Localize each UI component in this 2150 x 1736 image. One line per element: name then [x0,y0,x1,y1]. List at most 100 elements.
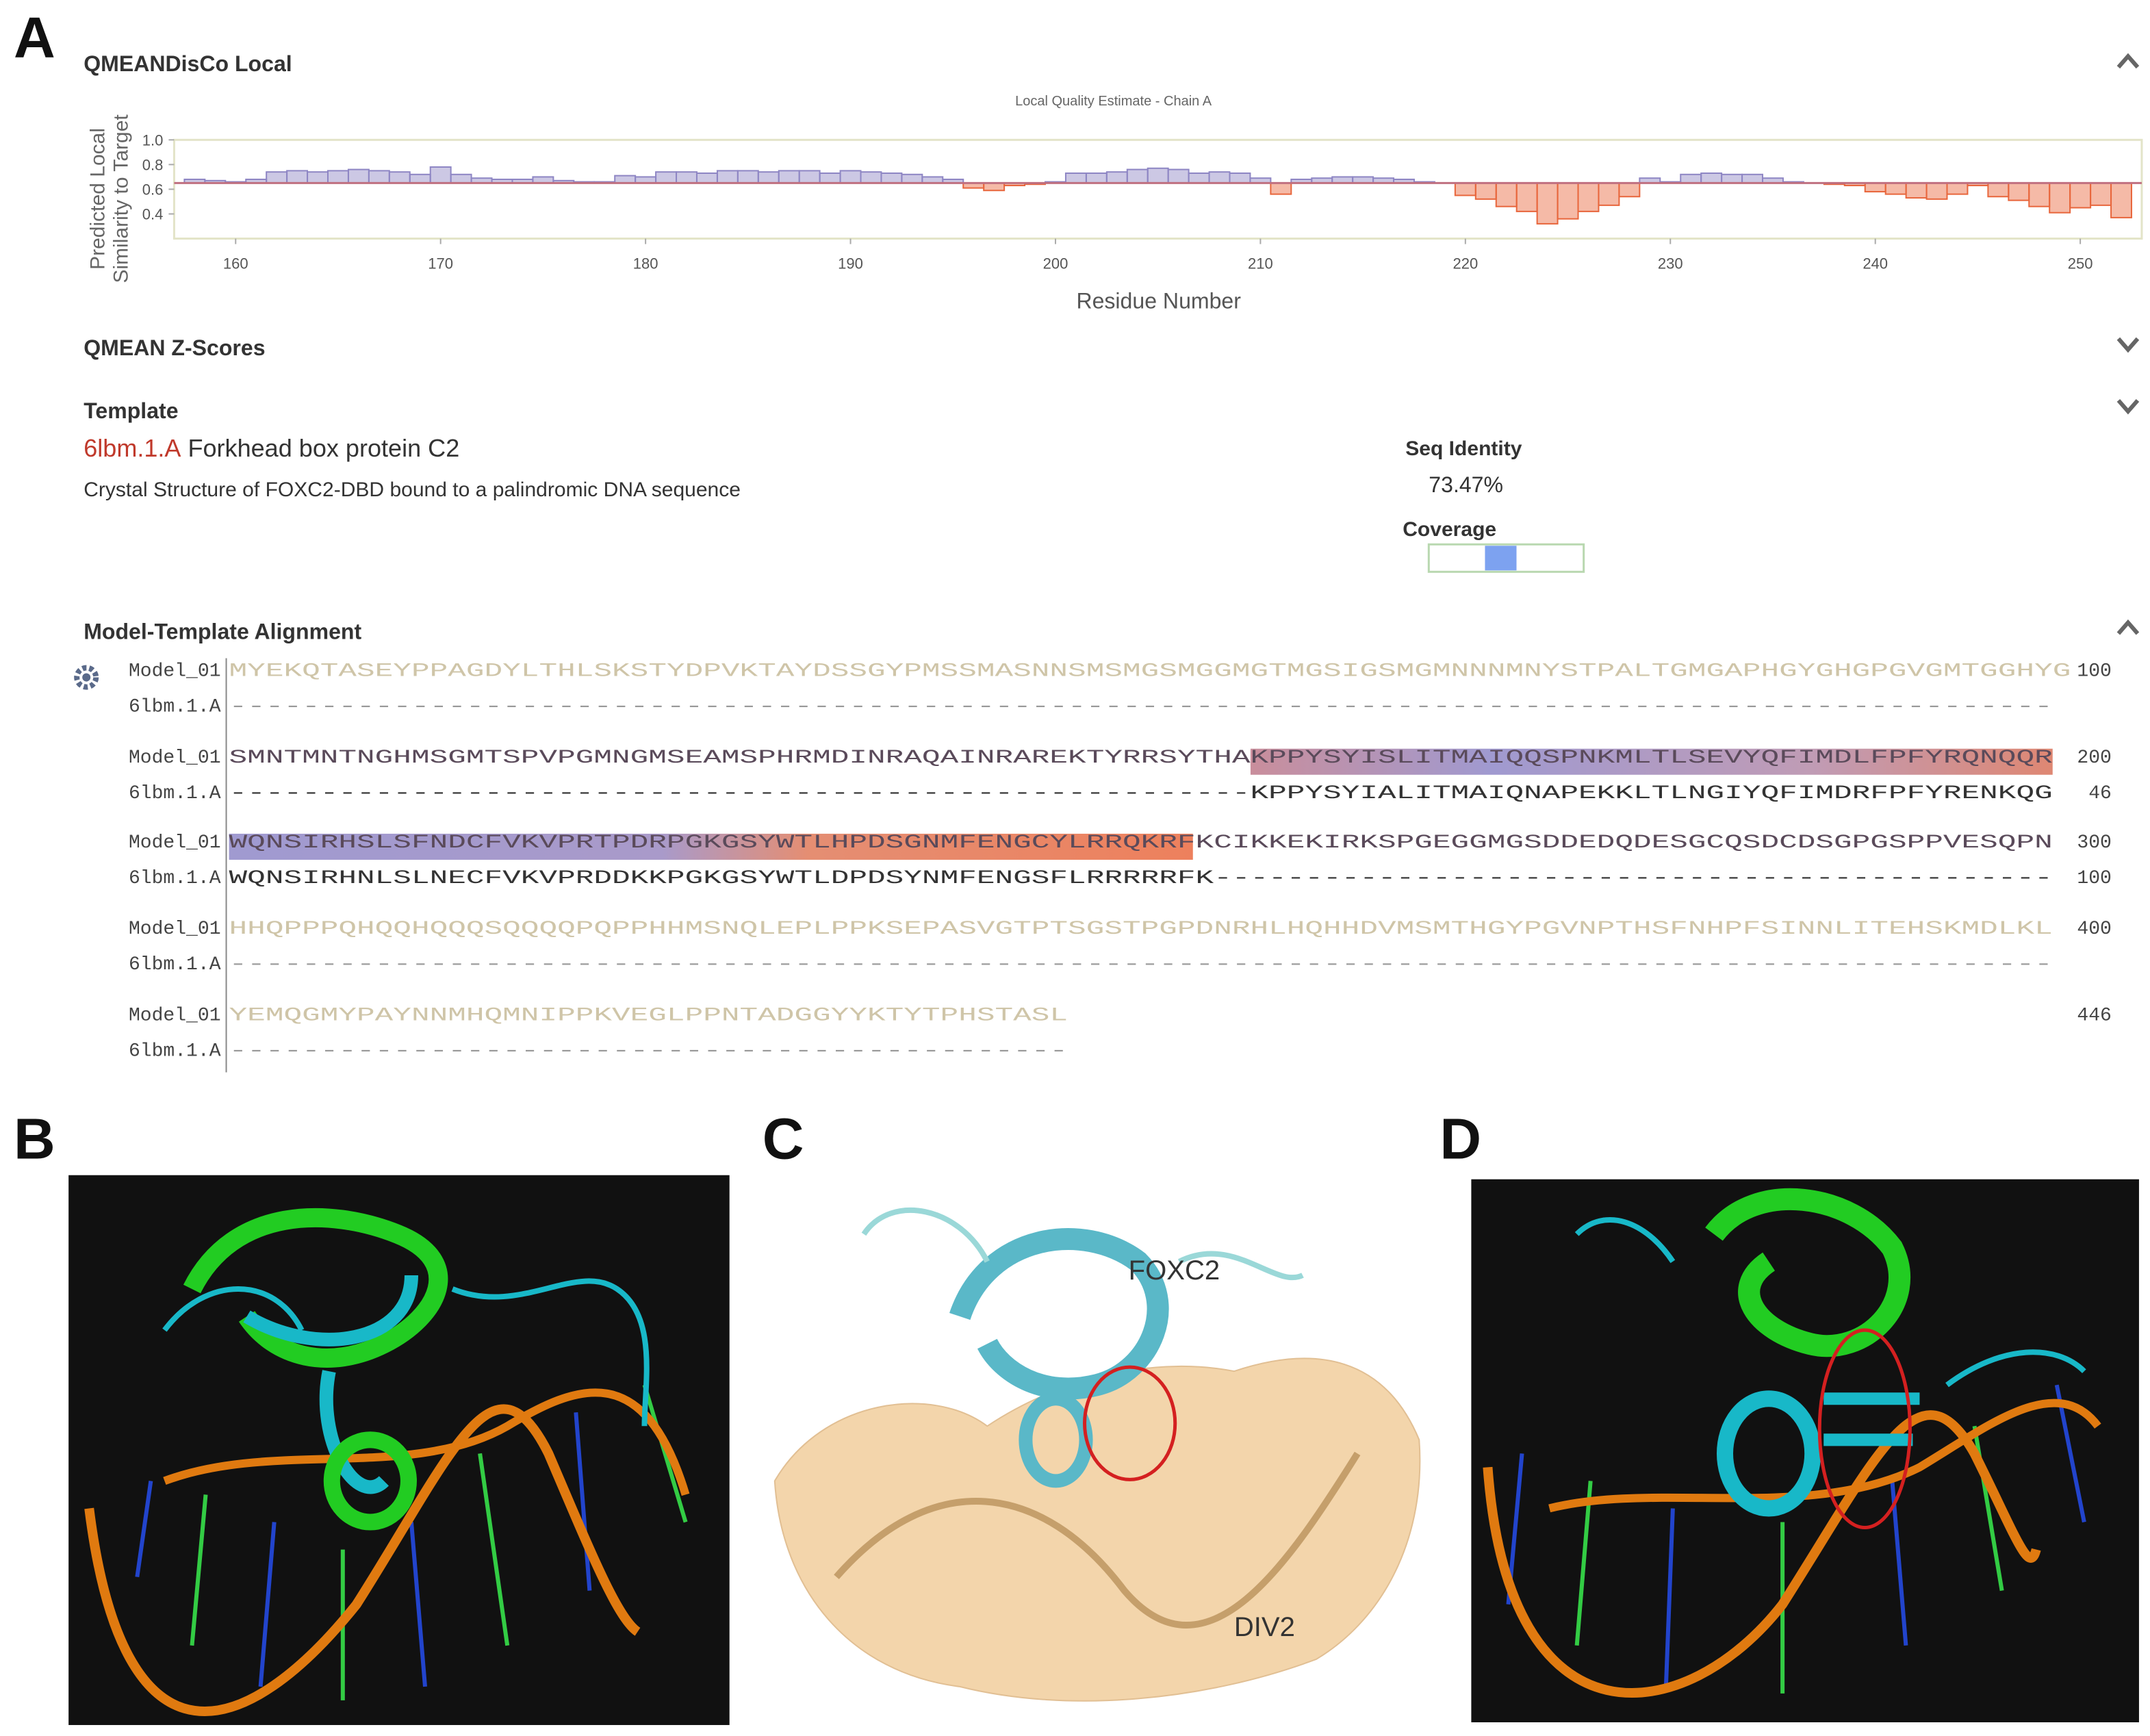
bar [409,173,431,184]
model-name: Model_01 [129,919,221,940]
model-name: Model_01 [129,832,221,854]
bar [1495,182,1518,207]
model-end: 446 [2077,1005,2111,1026]
panel-label: A [14,5,55,70]
bar [2090,182,2112,206]
base [135,1480,153,1578]
expand-chevron[interactable] [2116,398,2140,415]
coverage-label: Coverage [1403,518,1496,541]
bar [266,171,288,184]
seq-identity: 73.47% [1429,472,1503,497]
dna-backbone [1483,1410,2041,1698]
bar [614,175,637,184]
y-tick-label: 0.8 [142,156,164,173]
bar [676,171,698,184]
template-description: Crystal Structure of FOXC2-DBD bound to … [84,478,741,501]
template-sequence: ----------------------------------------… [229,1041,1068,1062]
bar [695,172,718,184]
bar [839,170,862,184]
base [1574,1481,1593,1646]
bar [1721,173,1743,184]
structure-panel-d [1471,1179,2139,1722]
base [642,1384,688,1523]
x-tick-label: 160 [223,255,248,272]
bar [307,171,329,184]
protein-ribbon [183,1208,448,1368]
model-name: Model_01 [129,1005,221,1026]
bar [2049,182,2071,214]
template-name: 6lbm.1.A [129,954,221,975]
dna-surface [773,1357,1421,1702]
template-name: 6lbm.1.A [129,697,221,718]
x-tick-label: 170 [428,255,453,272]
bar [860,171,882,184]
section-heading: Model-Template Alignment [84,619,361,643]
model-sequence: WQNSIRHSLSFNDCFVKVPRTPDRPGKGSYWTLHPDSGNM… [229,832,2053,854]
x-tick-label: 200 [1043,255,1068,272]
template-id[interactable]: 6lbm.1.A [84,434,181,462]
bar [1188,172,1210,184]
bar [429,166,452,184]
bar [1557,182,1579,220]
plot-area [172,138,2143,240]
template-sequence: ----------------------------------------… [229,697,2053,718]
model-end: 400 [2077,919,2111,940]
template-sequence: ----------------------------------------… [229,954,2053,975]
bar [2069,182,2092,209]
bar [1925,182,1948,200]
bar [1147,167,1169,184]
bar [1474,182,1497,200]
bar [347,168,370,184]
base [2054,1384,2086,1523]
collapse-chevron[interactable] [2116,53,2140,69]
bar [2008,182,2030,201]
dna-backbone [834,1451,1361,1629]
bar [1905,182,1928,199]
bar [1864,182,1886,193]
chart-title: Local Quality Estimate - Chain A [1015,94,1212,109]
gear-hub[interactable] [82,673,91,682]
bar [388,171,411,184]
section-heading: QMEAN Z-Scores [84,335,265,360]
bar [1085,172,1108,184]
bar [983,182,1006,192]
bar [757,171,780,184]
bar [1270,182,1292,195]
panel-label: D [1439,1107,1481,1171]
template-end: 100 [2077,868,2111,889]
model-sequence: HHQPPPQHQQHQQQSQQQQPQPPHHMSNQLEPLPPKSEPA… [229,919,2053,940]
protein-helix [323,1431,417,1531]
template-name: 6lbm.1.A [129,783,221,804]
bar [1167,168,1190,184]
bar [327,170,349,184]
settings-gear[interactable] [74,665,99,690]
bar [1700,172,1723,184]
bar [1987,182,2010,198]
bar [1208,171,1231,184]
bar [1946,182,1969,195]
bar [1126,168,1149,184]
base [190,1494,208,1646]
dna-backbone [84,1404,641,1716]
bar [286,170,309,184]
alignment: Model_01 6lbm.1.A MYEKQTASEYPPAGDYLTHLSKST… [129,661,2112,1062]
template-title: 6lbm.1.A Forkhead box protein C2 [84,434,459,462]
bar [1064,172,1087,184]
highlight-circle [1083,1365,1177,1481]
x-tick-label: 180 [633,255,658,272]
bar [450,173,472,184]
section-heading: QMEANDisCo Local [84,51,292,76]
template-name: Forkhead box protein C2 [188,434,459,462]
panel-label: C [763,1107,804,1171]
structure-label: FOXC2 [1129,1255,1220,1286]
expand-chevron[interactable] [2116,337,2140,353]
alignment-highlight [229,833,1193,860]
base [478,1453,510,1646]
protein-ribbon [949,1228,1169,1400]
base [1663,1508,1675,1687]
gear[interactable] [74,665,99,690]
collapse-chevron[interactable] [2116,619,2140,635]
y-axis-label: Predicted Local [86,128,109,270]
x-tick-label: 190 [838,255,863,272]
